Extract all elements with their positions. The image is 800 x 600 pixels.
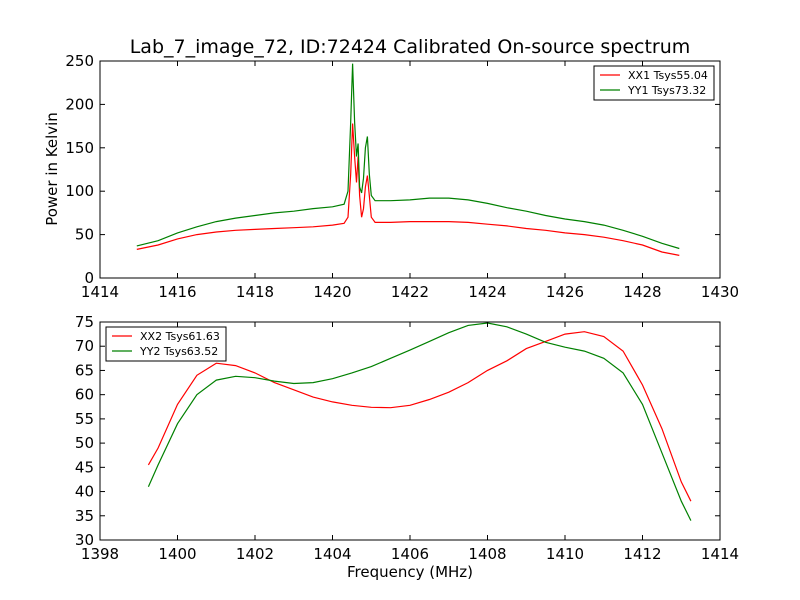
x-tick-label: 1422 (391, 283, 429, 301)
x-tick-label: 1420 (313, 283, 351, 301)
top-panel: 1414 1416 1418 1420 1422 1424 1426 1428 1430 0 50 1… (65, 52, 739, 301)
legend-entry: XX2 Tsys61.63 (140, 330, 220, 343)
x-tick-label: 1400 (158, 545, 196, 563)
legend-entry: YY2 Tsys63.52 (139, 345, 218, 358)
y-tick-label: 200 (65, 95, 94, 113)
y-tick-label: 100 (65, 182, 94, 200)
series-line-1 (147, 331, 692, 502)
x-tick-label: 1424 (468, 283, 506, 301)
series-line-2 (147, 322, 692, 521)
chart-title: Lab_7_image_72, ID:72424 Calibrated On-s… (130, 36, 691, 58)
series-line-2 (136, 63, 680, 250)
y-tick-label: 55 (75, 410, 94, 428)
y-tick-label: 150 (65, 139, 94, 157)
x-tick-label: 1402 (236, 545, 274, 563)
x-tick-label: 1406 (391, 545, 429, 563)
y-tick-label: 30 (75, 531, 94, 549)
y-tick-label: 70 (75, 337, 94, 355)
bottom-panel: 1398 1400 1402 1404 1406 1408 1410 1412 1414 30 35… (75, 313, 739, 563)
x-tick-label: 1418 (236, 283, 274, 301)
x-tick-label: 1414 (701, 545, 739, 563)
y-tick-label: 45 (75, 458, 94, 476)
x-tick-label: 1410 (546, 545, 584, 563)
x-tick-label: 1430 (701, 283, 739, 301)
x-tick-label: 1398 (81, 545, 119, 563)
legend-box (105, 326, 227, 362)
x-tick-label: 1404 (313, 545, 351, 563)
y-tick-label: 50 (75, 226, 94, 244)
legend: XX2 Tsys61.63 YY2 Tsys63.52 (105, 326, 227, 362)
y-tick-label: 50 (75, 434, 94, 452)
x-tick-label: 1414 (81, 283, 119, 301)
y-tick-label: 75 (75, 313, 94, 331)
x-tick-label: 1428 (623, 283, 661, 301)
legend: XX1 Tsys55.04 YY1 Tsys73.32 (593, 65, 715, 101)
y-tick-label: 0 (84, 269, 94, 287)
legend-entry: YY1 Tsys73.32 (627, 84, 706, 97)
x-axis-label-bottom: Frequency (MHz) (347, 563, 473, 581)
x-tick-label: 1408 (468, 545, 506, 563)
y-tick-label: 65 (75, 361, 94, 379)
legend-entry: XX1 Tsys55.04 (628, 69, 708, 82)
y-axis-label-top: Power in Kelvin (43, 112, 61, 226)
legend-box (593, 65, 715, 101)
x-tick-label: 1426 (546, 283, 584, 301)
y-tick-label: 60 (75, 386, 94, 404)
series-line-1 (136, 123, 680, 256)
y-tick-label: 40 (75, 483, 94, 501)
x-tick-label: 1416 (158, 283, 196, 301)
x-tick-label: 1412 (623, 545, 661, 563)
y-tick-label: 250 (65, 52, 94, 70)
y-tick-label: 35 (75, 507, 94, 525)
